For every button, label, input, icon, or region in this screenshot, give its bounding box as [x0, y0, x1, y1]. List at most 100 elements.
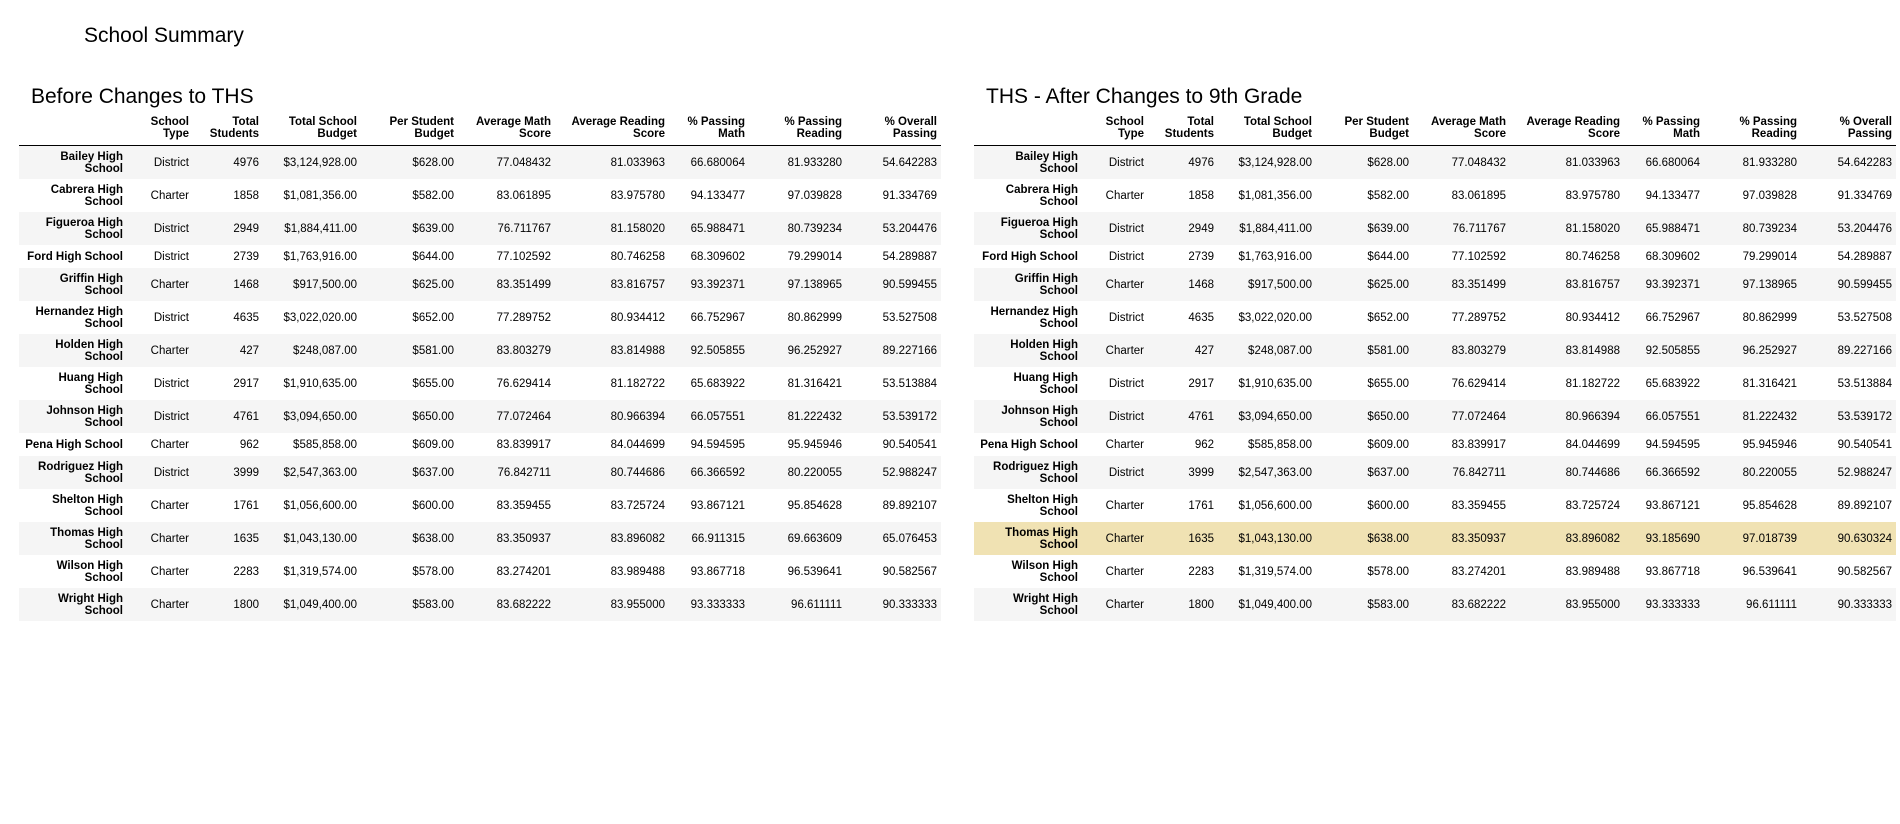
cell-total-school-budget: $1,910,635.00: [1238, 377, 1312, 390]
cell-percent-passing-math: 65.683922: [1645, 377, 1700, 390]
cell-average-reading-score: 83.975780: [1565, 189, 1620, 202]
cell-percent-passing-reading: 79.299014: [1742, 250, 1797, 263]
cell-total-school-budget: $1,056,600.00: [283, 499, 357, 512]
cell-percent-overall-passing: 90.333333: [882, 598, 937, 611]
table-row: Rodriguez High School District 3999 $2,547,3…: [974, 456, 1896, 489]
cell-average-reading-score: 80.746258: [1565, 250, 1620, 263]
column-header-percent-passing-math: % Passing Math: [1624, 116, 1704, 146]
cell-school-name: Hernandez High School: [35, 305, 123, 330]
column-header-percent-passing-math: % Passing Math: [669, 116, 749, 146]
cell-percent-passing-reading: 96.611111: [1746, 598, 1797, 611]
cell-total-school-budget: $248,087.00: [1248, 344, 1312, 357]
cell-average-reading-score: 83.816757: [610, 278, 665, 291]
table-row: Cabrera High School Charter 1858 $1,081,356.…: [974, 179, 1896, 212]
cell-percent-passing-reading: 97.018739: [1742, 532, 1797, 545]
column-header-school-type: School Type: [127, 116, 193, 146]
cell-average-reading-score: 83.975780: [610, 189, 665, 202]
table-row: Thomas High School Charter 1635 $1,043,130.0…: [19, 522, 941, 555]
cell-average-math-score: 83.351499: [496, 278, 551, 291]
table-row: Griffin High School Charter 1468 $917,500.00…: [974, 268, 1896, 301]
cell-total-school-budget: $3,124,928.00: [283, 156, 357, 169]
table-row: Wilson High School Charter 2283 $1,319,574.0…: [974, 555, 1896, 588]
cell-total-school-budget: $1,910,635.00: [283, 377, 357, 390]
cell-total-students: 1800: [233, 598, 259, 611]
cell-school-name: Johnson High School: [1001, 404, 1078, 429]
cell-total-students: 4635: [233, 311, 259, 324]
cell-school-type: Charter: [150, 438, 189, 451]
cell-average-reading-score: 80.934412: [1565, 311, 1620, 324]
cell-school-name: Pena High School: [25, 438, 123, 451]
cell-percent-passing-math: 66.057551: [1645, 410, 1700, 423]
cell-percent-passing-reading: 97.138965: [787, 278, 842, 291]
column-header-average-math-score: Average Math Score: [458, 116, 555, 146]
cell-percent-overall-passing: 90.630324: [1837, 532, 1892, 545]
table-row: Thomas High School Charter 1635 $1,043,130.0…: [974, 522, 1896, 555]
cell-average-math-score: 83.274201: [496, 565, 551, 578]
table-header: School Type Total Students Total School Budge…: [19, 116, 941, 146]
cell-average-reading-score: 83.896082: [1565, 532, 1620, 545]
cell-average-math-score: 83.351499: [1451, 278, 1506, 291]
cell-percent-passing-reading: 80.220055: [787, 466, 842, 479]
cell-average-reading-score: 83.814988: [1565, 344, 1620, 357]
cell-school-name: Figueroa High School: [1000, 216, 1078, 241]
table-row: Bailey High School District 4976 $3,124,928.…: [974, 145, 1896, 179]
cell-average-reading-score: 83.725724: [610, 499, 665, 512]
table-row: Rodriguez High School District 3999 $2,547,3…: [19, 456, 941, 489]
cell-school-type: Charter: [150, 278, 189, 291]
cell-percent-passing-reading: 81.222432: [1742, 410, 1797, 423]
column-header-per-student-budget: Per Student Budget: [1316, 116, 1413, 146]
cell-percent-passing-reading: 95.945946: [1742, 438, 1797, 451]
cell-total-students: 2917: [233, 377, 259, 390]
table-row: Wilson High School Charter 2283 $1,319,574.0…: [19, 555, 941, 588]
cell-total-students: 1468: [1188, 278, 1214, 291]
cell-average-math-score: 83.803279: [1451, 344, 1506, 357]
cell-school-type: Charter: [150, 532, 189, 545]
cell-percent-overall-passing: 54.289887: [1837, 250, 1892, 263]
cell-total-students: 2283: [1188, 565, 1214, 578]
cell-total-students: 4761: [233, 410, 259, 423]
cell-school-type: District: [153, 377, 189, 390]
cell-school-name: Cabrera High School: [1005, 183, 1078, 208]
cell-school-name: Wright High School: [58, 592, 123, 617]
cell-percent-passing-reading: 81.933280: [1742, 156, 1797, 169]
cell-total-school-budget: $1,884,411.00: [284, 222, 357, 235]
cell-total-school-budget: $917,500.00: [1248, 278, 1312, 291]
cell-school-name: Figueroa High School: [45, 216, 123, 241]
cell-total-students: 1468: [233, 278, 259, 291]
cell-percent-overall-passing: 53.527508: [1837, 311, 1892, 324]
table-body: Bailey High School District 4976 $3,124,928.…: [19, 145, 941, 621]
cell-average-reading-score: 83.989488: [1565, 565, 1620, 578]
cell-percent-passing-reading: 80.862999: [1742, 311, 1797, 324]
cell-per-student-budget: $655.00: [1367, 377, 1409, 390]
table-row: Pena High School Charter 962 $585,858.00 $60…: [974, 433, 1896, 456]
table-row: Cabrera High School Charter 1858 $1,081,356.…: [19, 179, 941, 212]
cell-school-name: Ford High School: [27, 250, 123, 263]
cell-school-name: Bailey High School: [1015, 150, 1078, 175]
cell-school-name: Wright High School: [1013, 592, 1078, 617]
cell-percent-overall-passing: 90.582567: [882, 565, 937, 578]
cell-total-school-budget: $1,319,574.00: [283, 565, 357, 578]
cell-percent-overall-passing: 90.599455: [1837, 278, 1892, 291]
table-row: Hernandez High School District 4635 $3,022,0…: [974, 301, 1896, 334]
cell-percent-overall-passing: 53.539172: [1837, 410, 1892, 423]
table-row: Figueroa High School District 2949 $1,884,41…: [974, 212, 1896, 245]
cell-school-name: Cabrera High School: [50, 183, 123, 208]
cell-total-students: 1635: [233, 532, 259, 545]
cell-per-student-budget: $639.00: [412, 222, 454, 235]
cell-average-math-score: 76.842711: [1452, 466, 1506, 479]
cell-per-student-budget: $582.00: [1367, 189, 1409, 202]
after-changes-title: THS - After Changes to 9th Grade: [986, 85, 1303, 108]
cell-percent-passing-math: 94.594595: [690, 438, 745, 451]
cell-total-students: 4635: [1188, 311, 1214, 324]
cell-total-school-budget: $3,094,650.00: [1238, 410, 1312, 423]
cell-per-student-budget: $578.00: [412, 565, 454, 578]
cell-per-student-budget: $600.00: [1367, 499, 1409, 512]
cell-average-reading-score: 83.816757: [1565, 278, 1620, 291]
cell-school-type: Charter: [150, 499, 189, 512]
cell-percent-passing-math: 66.752967: [690, 311, 745, 324]
cell-school-name: Johnson High School: [46, 404, 123, 429]
cell-percent-overall-passing: 90.540541: [882, 438, 937, 451]
cell-total-students: 427: [239, 344, 259, 357]
column-header-school-name: [19, 116, 127, 146]
cell-total-school-budget: $3,022,020.00: [1238, 311, 1312, 324]
